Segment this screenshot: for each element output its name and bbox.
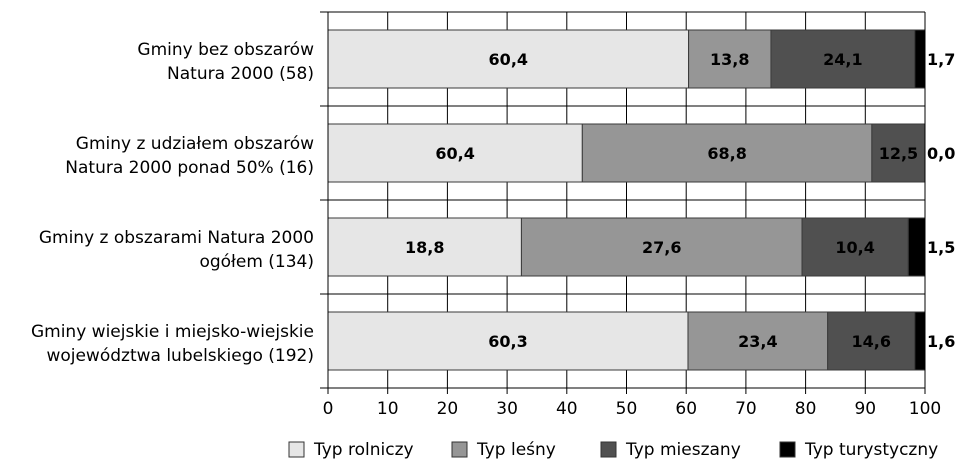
legend-label: Typ rolniczy (313, 440, 414, 460)
bar-segment (327, 311, 689, 371)
bar-segment (827, 311, 916, 371)
data-label: 24,1 (823, 50, 862, 69)
legend: Typ rolniczy Typ leśny Typ mieszany Typ tur… (288, 440, 938, 460)
bar-segment (914, 29, 926, 89)
data-label: 10,4 (835, 238, 874, 257)
data-label: 12,5 (879, 144, 918, 163)
legend-swatch (288, 441, 305, 458)
data-label: 23,4 (738, 332, 777, 351)
data-label: 1,5 (927, 238, 955, 257)
legend-label: Typ leśny (476, 440, 556, 460)
data-label: 60,3 (488, 332, 527, 351)
category-label: województwa lubelskiego (192) (46, 346, 314, 366)
data-label: 0,0 (927, 144, 955, 163)
category-label: Gminy z udziałem obszarów (76, 134, 314, 154)
data-labels: 60,4 13,8 24,1 1,7 Gminy bez obszarów Natura … (31, 40, 955, 366)
bars (327, 29, 926, 371)
x-tick-label: 50 (616, 399, 638, 419)
data-label: 68,8 (707, 144, 746, 163)
bar-segment (914, 311, 926, 371)
category-label: Gminy z obszarami Natura 2000 (39, 228, 314, 248)
bar-segment (327, 217, 522, 277)
data-label: 1,6 (927, 332, 955, 351)
x-tick-label: 100 (909, 399, 941, 419)
data-label: 18,8 (405, 238, 444, 257)
data-label: 13,8 (710, 50, 749, 69)
category-label: Gminy wiejskie i miejsko-wiejskie (31, 322, 314, 342)
data-label: 1,7 (927, 50, 955, 69)
bar-segment (871, 123, 926, 183)
category-label: Natura 2000 ponad 50% (16) (65, 158, 314, 178)
legend-swatch (600, 441, 617, 458)
category-label: Gminy bez obszarów (137, 40, 314, 60)
legend-label: Typ turystyczny (804, 440, 938, 460)
legend-swatch (451, 441, 468, 458)
bar-segment (327, 123, 583, 183)
x-tick-label: 10 (377, 399, 399, 419)
legend-label: Typ mieszany (625, 440, 741, 460)
x-tick-label: 30 (496, 399, 518, 419)
axes: 0 10 20 30 40 50 60 70 80 90 100 (320, 11, 941, 419)
x-tick-label: 70 (735, 399, 757, 419)
data-label: 60,4 (435, 144, 474, 163)
bar-segment (770, 29, 916, 89)
x-tick-label: 80 (795, 399, 817, 419)
category-label: Natura 2000 (58) (167, 64, 314, 84)
x-tick-label: 40 (556, 399, 578, 419)
x-tick-label: 0 (323, 399, 334, 419)
data-label: 27,6 (642, 238, 681, 257)
category-label: ogółem (134) (199, 252, 314, 272)
x-tick-label: 20 (437, 399, 459, 419)
bar-segment (801, 217, 909, 277)
bar-segment (581, 123, 873, 183)
bar-segment (687, 311, 829, 371)
data-label: 14,6 (852, 332, 891, 351)
x-tick-label: 60 (675, 399, 697, 419)
legend-swatch (779, 441, 796, 458)
bar-segment (327, 29, 690, 89)
bar-segment (907, 217, 926, 277)
x-tick-label: 90 (854, 399, 876, 419)
data-label: 60,4 (489, 50, 528, 69)
